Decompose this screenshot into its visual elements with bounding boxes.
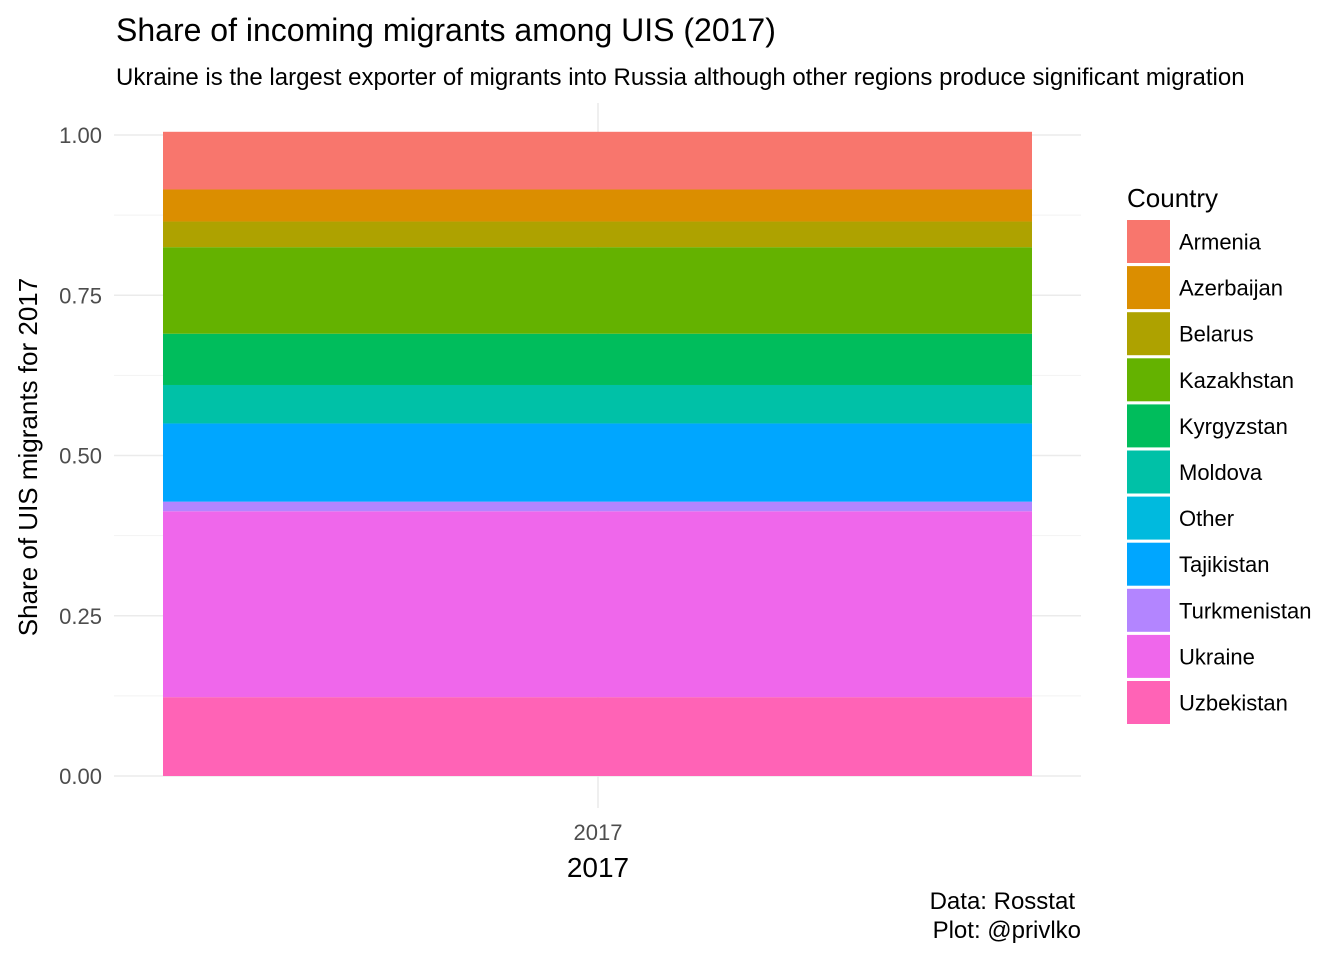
legend-key-belarus	[1127, 312, 1170, 356]
chart-subtitle: Ukraine is the largest exporter of migra…	[116, 64, 1245, 91]
legend-key-other	[1127, 496, 1170, 540]
x-axis-title: 2017	[567, 852, 629, 883]
bar-segment-uzbekistan	[163, 697, 1032, 776]
y-tick-label: 0.75	[59, 283, 102, 308]
legend-label-armenia: Armenia	[1179, 230, 1262, 255]
caption-author: Plot: @privlko	[933, 917, 1081, 944]
legend-key-turkmenistan	[1127, 588, 1170, 632]
chart-title: Share of incoming migrants among UIS (20…	[116, 12, 776, 48]
legend-key-armenia	[1127, 220, 1170, 263]
legend-label-belarus: Belarus	[1179, 322, 1254, 347]
legend-key-azerbaijan	[1127, 266, 1170, 310]
y-tick-label: 0.50	[59, 444, 102, 469]
caption-source: Data: Rosstat	[930, 888, 1076, 915]
plot-bars	[163, 131, 1032, 776]
legend-label-kazakhstan: Kazakhstan	[1179, 368, 1294, 393]
y-tick-label: 1.00	[59, 123, 102, 148]
bar-segment-ukraine	[163, 511, 1032, 698]
legend-label-azerbaijan: Azerbaijan	[1179, 276, 1283, 301]
legend-label-tajikistan: Tajikistan	[1179, 552, 1269, 577]
legend-label-other: Other	[1179, 506, 1234, 531]
legend-label-kyrgyzstan: Kyrgyzstan	[1179, 414, 1288, 439]
legend-key-tajikistan	[1127, 542, 1170, 586]
x-axis-ticks: 2017	[574, 820, 623, 845]
legend-key-uzbekistan	[1127, 681, 1170, 724]
bar-segment-kazakhstan	[163, 247, 1032, 334]
legend-key-kazakhstan	[1127, 358, 1170, 402]
bar-segment-tajikistan	[163, 423, 1032, 502]
x-tick-label: 2017	[574, 820, 623, 845]
bar-segment-kyrgyzstan	[163, 333, 1032, 385]
legend-label-moldova: Moldova	[1179, 460, 1263, 485]
legend-title: Country	[1127, 183, 1218, 213]
y-axis-title: Share of UIS migrants for 2017	[13, 278, 43, 636]
bar-segment-moldova	[163, 384, 1032, 424]
legend: Country Armenia Azerbaijan Belarus Kazakhst…	[1127, 183, 1311, 724]
bar-segment-turkmenistan	[163, 501, 1032, 512]
y-axis-ticks: 0.00 0.25 0.50 0.75 1.00	[59, 123, 102, 789]
bar-segment-armenia	[163, 131, 1032, 190]
y-tick-label: 0.25	[59, 604, 102, 629]
legend-key-moldova	[1127, 450, 1170, 494]
legend-label-turkmenistan: Turkmenistan	[1179, 598, 1311, 623]
bar-segment-belarus	[163, 221, 1032, 248]
legend-key-kyrgyzstan	[1127, 404, 1170, 448]
y-tick-label: 0.00	[59, 764, 102, 789]
bar-segment-azerbaijan	[163, 189, 1032, 222]
legend-label-uzbekistan: Uzbekistan	[1179, 691, 1288, 716]
legend-key-ukraine	[1127, 634, 1170, 678]
legend-label-ukraine: Ukraine	[1179, 644, 1255, 669]
